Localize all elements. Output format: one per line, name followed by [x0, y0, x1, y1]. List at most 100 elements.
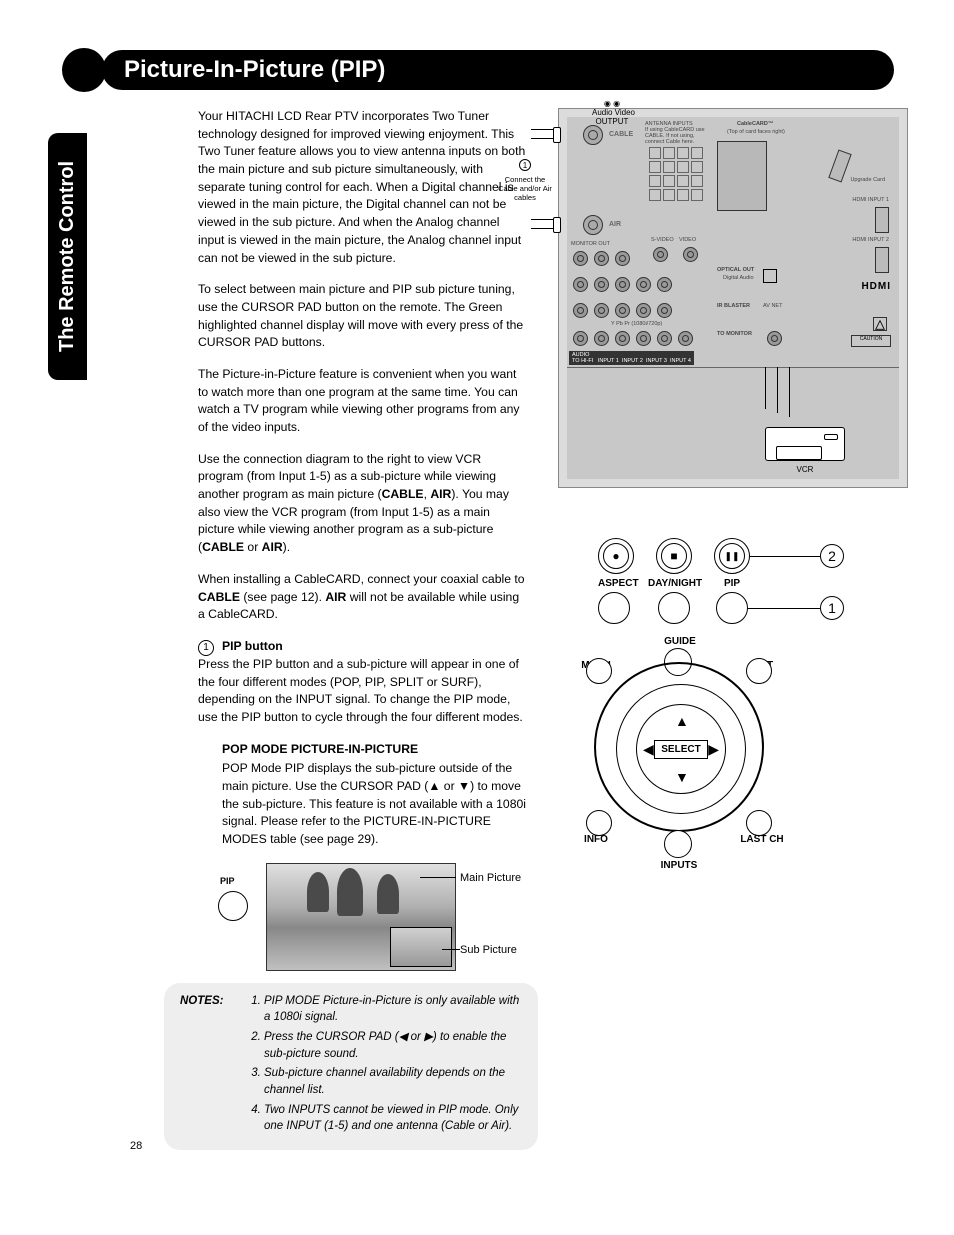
- svideo-jack-icon: [653, 247, 668, 262]
- left-arrow-icon: ◀: [643, 741, 654, 758]
- down-arrow-icon: ▼: [675, 769, 689, 785]
- numbered-heading: 1 PIP button: [198, 638, 528, 656]
- callout-2: 2: [820, 544, 844, 568]
- lastch-button-icon: [746, 810, 772, 836]
- remote-diagram: ● ■ ❚❚ ASPECT DAY/NIGHT PIP 2 1 GUIDE ME…: [588, 538, 888, 868]
- tv-back-panel: CABLE AIR ANTENNA INPUTSIf using CableCA…: [567, 117, 899, 479]
- lastch-label: LAST CH: [734, 834, 790, 845]
- ir-blaster-label: IR BLASTER: [717, 303, 750, 309]
- aspect-button-icon: [598, 592, 630, 624]
- info-label: INFO: [576, 834, 616, 845]
- jack-row: [573, 277, 678, 297]
- daynight-label: DAY/NIGHT: [648, 578, 702, 589]
- guide-label: GUIDE: [660, 636, 700, 647]
- page-number: 28: [130, 1140, 142, 1152]
- jack-row: [573, 331, 699, 351]
- hdmi-logo: HDMI: [861, 281, 891, 292]
- cable-line: [765, 367, 766, 409]
- inputs-button-icon: [664, 830, 692, 858]
- monitor-jack-icon: [767, 331, 782, 346]
- section-tab: The Remote Control: [48, 133, 87, 380]
- cablecard-slot-icon: [717, 141, 767, 211]
- cablecard-label: CableCARD™: [737, 121, 773, 127]
- step-title: PIP button: [222, 638, 283, 656]
- vcr-label: VCR: [766, 465, 844, 474]
- digital-audio-label: Digital Audio: [723, 275, 754, 281]
- paragraph: Use the connection diagram to the right …: [198, 451, 528, 557]
- subheading: POP MODE PICTURE-IN-PICTURE: [222, 741, 528, 759]
- hdmi2-label: HDMI INPUT 2: [852, 237, 889, 243]
- cable-line: [789, 367, 790, 417]
- paragraph: The Picture-in-Picture feature is conven…: [198, 366, 528, 437]
- cursor-pad: SELECT ▲ ▼ ◀ ▶: [594, 662, 764, 832]
- note-item: PIP MODE Picture-in-Picture is only avai…: [264, 993, 522, 1026]
- select-button: SELECT: [654, 740, 707, 759]
- leader-line: [748, 608, 820, 609]
- exit-button-icon: [746, 658, 772, 684]
- pop-mode-figure: PIP Main Picture Sub Picture: [198, 863, 528, 973]
- pip-button-label: PIP: [220, 875, 235, 888]
- cable-label: CABLE: [609, 131, 633, 138]
- pip-label: PIP: [716, 578, 748, 589]
- upgrade-card-icon: [828, 150, 851, 183]
- vcr-out-label: ◉ ◉ Audio Video OUTPUT: [592, 99, 632, 126]
- hdmi1-label: HDMI INPUT 1: [852, 197, 889, 203]
- paragraph: To select between main picture and PIP s…: [198, 281, 528, 352]
- pip-button-icon: [218, 891, 248, 921]
- info-button-icon: [586, 810, 612, 836]
- paragraph: Press the PIP button and a sub-picture w…: [198, 656, 528, 727]
- jack-row: [573, 303, 678, 323]
- aspect-label: ASPECT: [598, 578, 634, 589]
- monitor-label: TO MONITOR: [717, 331, 752, 337]
- paragraph: Your HITACHI LCD Rear PTV incorporates T…: [198, 108, 528, 267]
- ypbpr-label: Y Pb Pr (1080i/720p): [611, 321, 662, 327]
- pause-button-icon: ❚❚: [714, 538, 750, 574]
- note-item: Sub-picture channel availability depends…: [264, 1065, 522, 1098]
- stop-button-icon: ■: [656, 538, 692, 574]
- record-button-icon: ●: [598, 538, 634, 574]
- hdmi-port-icon: [875, 207, 889, 233]
- connection-diagram: 1 Connect the Cable and/or Air cables CA…: [558, 108, 908, 488]
- upgrade-card-label: Upgrade Card: [850, 177, 885, 183]
- cable-line: [777, 367, 778, 413]
- svideo-label: S-VIDEO: [651, 237, 674, 243]
- cablecard-sub-label: (Top of card faces right): [727, 129, 785, 135]
- note-item: Press the CURSOR PAD (◀ or ▶) to enable …: [264, 1029, 522, 1062]
- sub-picture-label: Sub Picture: [460, 943, 517, 959]
- panel-text: ANTENNA INPUTSIf using CableCARD use CAB…: [645, 121, 705, 145]
- jack-row: [573, 251, 636, 271]
- main-picture-label: Main Picture: [460, 871, 521, 887]
- main-picture-photo: [266, 863, 456, 971]
- air-port-icon: [583, 215, 603, 235]
- page-title: Picture-In-Picture (PIP): [102, 50, 894, 90]
- cable-port-icon: [583, 125, 603, 145]
- optical-label: OPTICAL OUT: [717, 267, 754, 273]
- notes-label: NOTES:: [180, 993, 236, 1138]
- connect-callout: 1 Connect the Cable and/or Air cables: [497, 159, 553, 202]
- video-jack-icon: [683, 247, 698, 262]
- leader-line: [750, 556, 820, 557]
- air-label: AIR: [609, 221, 621, 228]
- step-number-icon: 1: [198, 640, 214, 656]
- paragraph: When installing a CableCARD, connect you…: [198, 571, 528, 624]
- menu-button-icon: [586, 658, 612, 684]
- callout-1: 1: [820, 596, 844, 620]
- inputs-label: INPUTS: [656, 860, 702, 871]
- hdmi-port-icon: [875, 247, 889, 273]
- optical-port-icon: [763, 269, 777, 283]
- up-arrow-icon: ▲: [675, 713, 689, 729]
- notes-box: NOTES: PIP MODE Picture-in-Picture is on…: [164, 983, 538, 1150]
- sub-picture-photo: [390, 927, 452, 967]
- video-label: VIDEO: [679, 237, 696, 243]
- paragraph: POP Mode PIP displays the sub-picture ou…: [222, 760, 528, 848]
- caution-label: CAUTION: [851, 335, 891, 347]
- note-item: Two INPUTS cannot be viewed in PIP mode.…: [264, 1102, 522, 1135]
- ir-link-label: AV NET: [763, 303, 782, 309]
- input-row-labels: AUDIO TO HI-FI INPUT 1 INPUT 2 INPUT 3 I…: [569, 351, 694, 365]
- right-arrow-icon: ▶: [708, 741, 719, 758]
- vent-grid-icon: [649, 147, 703, 201]
- warning-triangle-icon: [873, 317, 887, 331]
- monitor-out-label: MONITOR OUT: [571, 241, 610, 247]
- coax-connector-icon: [531, 129, 559, 139]
- daynight-button-icon: [658, 592, 690, 624]
